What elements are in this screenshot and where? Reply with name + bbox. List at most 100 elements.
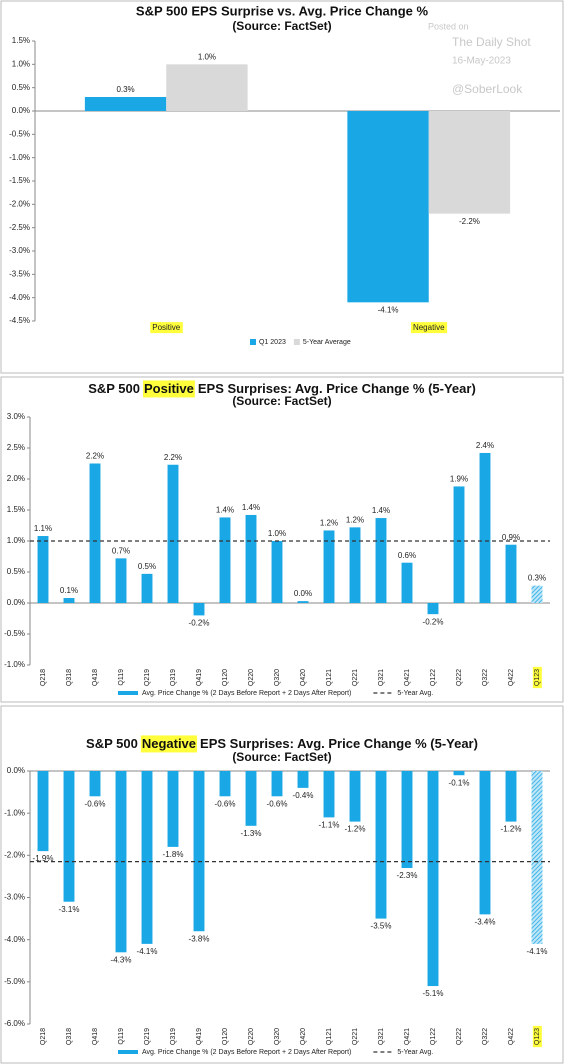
- watermark: @SoberLook: [452, 82, 523, 96]
- value-label: 0.6%: [398, 551, 416, 560]
- x-tick-label: Q120: [222, 1028, 229, 1045]
- x-tick-label: Q222: [456, 669, 463, 686]
- x-tick-label: Q122: [430, 669, 437, 686]
- bar: [453, 771, 465, 776]
- legend-label: Q1 2023: [259, 339, 286, 346]
- x-tick-label: Positive: [152, 323, 181, 332]
- panel-border: [0, 0, 564, 374]
- highlight: [140, 735, 198, 753]
- y-tick-label: -2.0%: [9, 199, 30, 208]
- bar: [89, 771, 101, 797]
- x-tick-label: Q320: [274, 1028, 281, 1045]
- chart-subtitle: (Source: FactSet): [232, 394, 331, 408]
- value-label: 0.5%: [138, 562, 156, 571]
- x-tick-label: Q421: [404, 669, 411, 686]
- y-tick-label: -3.5%: [9, 269, 30, 278]
- bar: [375, 771, 387, 919]
- value-label: 1.2%: [320, 519, 338, 528]
- x-tick-label: Q419: [196, 669, 203, 686]
- bar: [166, 64, 248, 111]
- legend-swatch: [118, 691, 138, 695]
- y-tick-label: -2.0%: [4, 850, 25, 859]
- y-tick-label: -5.0%: [4, 977, 25, 986]
- value-label: 1.4%: [216, 506, 234, 515]
- x-tick-label: Q119: [118, 669, 125, 686]
- highlight: [143, 380, 195, 398]
- value-label: 1.0%: [268, 529, 286, 538]
- y-tick-label: 0.0%: [7, 598, 25, 607]
- bar: [37, 771, 49, 852]
- bar: [63, 598, 75, 603]
- x-tick-label: Q422: [508, 669, 515, 686]
- bar: [167, 771, 179, 847]
- value-label: -1.3%: [241, 829, 262, 838]
- bar: [271, 771, 283, 797]
- watermark: 16-May-2023: [452, 56, 511, 67]
- x-tick-label: Q422: [508, 1028, 515, 1045]
- x-tick-label: Q420: [300, 1028, 307, 1045]
- legend-swatch: [118, 1050, 138, 1054]
- watermark: Posted on: [428, 21, 469, 31]
- bar: [297, 601, 309, 603]
- y-tick-label: 2.5%: [7, 443, 25, 452]
- bar: [245, 771, 257, 826]
- y-tick-label: -1.0%: [4, 660, 25, 669]
- value-label: -0.4%: [293, 791, 314, 800]
- bar: [37, 536, 49, 603]
- y-tick-label: -6.0%: [4, 1019, 25, 1028]
- bar: [193, 771, 205, 932]
- value-label: 0.9%: [502, 533, 520, 542]
- y-tick-label: 0.0%: [12, 106, 30, 115]
- bar: [219, 771, 231, 797]
- value-label: 2.2%: [164, 453, 182, 462]
- bar: [349, 527, 361, 603]
- x-tick-label: Q122: [430, 1028, 437, 1045]
- highlight: [532, 666, 542, 689]
- x-tick-label: Q218: [40, 669, 47, 686]
- x-tick-label: Q421: [404, 1028, 411, 1045]
- x-tick-label: Q220: [248, 669, 255, 686]
- x-tick-label: Q121: [326, 1028, 333, 1045]
- y-tick-label: -4.5%: [9, 316, 30, 325]
- x-tick-label: Q123: [534, 669, 541, 686]
- value-label: -0.6%: [85, 799, 106, 808]
- value-label: -1.1%: [319, 820, 340, 829]
- x-tick-label: Q221: [352, 669, 359, 686]
- value-label: -1.2%: [345, 825, 366, 834]
- x-tick-label: Negative: [413, 323, 445, 332]
- bar: [141, 573, 153, 603]
- value-label: 1.4%: [372, 506, 390, 515]
- y-tick-label: 0.5%: [12, 83, 30, 92]
- x-tick-label: Q418: [92, 669, 99, 686]
- value-label: -4.1%: [137, 947, 158, 956]
- bar: [347, 111, 429, 303]
- value-label: -0.6%: [267, 799, 288, 808]
- chart-subtitle: (Source: FactSet): [232, 19, 331, 33]
- legend-label: 5-Year Avg.: [397, 690, 433, 697]
- bar: [141, 771, 153, 944]
- x-tick-label: Q319: [170, 1028, 177, 1045]
- y-tick-label: 1.5%: [7, 505, 25, 514]
- watermark: The Daily Shot: [452, 35, 531, 49]
- value-label: -1.9%: [33, 854, 54, 863]
- chart-subtitle: (Source: FactSet): [232, 750, 331, 764]
- bar: [479, 452, 491, 603]
- y-tick-label: -0.5%: [9, 129, 30, 138]
- y-tick-label: 1.5%: [12, 36, 30, 45]
- value-label: -3.4%: [475, 917, 496, 926]
- bar: [323, 530, 335, 603]
- y-tick-label: -0.5%: [4, 629, 25, 638]
- y-tick-label: 0.0%: [7, 766, 25, 775]
- bar: [428, 111, 511, 214]
- title-part: S&P 500: [86, 736, 138, 751]
- bar: [531, 771, 543, 944]
- value-label: -3.8%: [189, 934, 210, 943]
- title-part: Negative: [142, 736, 196, 751]
- x-tick-label: Q120: [222, 669, 229, 686]
- bar: [427, 603, 439, 615]
- bar: [193, 603, 205, 616]
- value-label: 1.4%: [242, 503, 260, 512]
- x-tick-label: Q318: [66, 669, 73, 686]
- bar: [531, 585, 543, 603]
